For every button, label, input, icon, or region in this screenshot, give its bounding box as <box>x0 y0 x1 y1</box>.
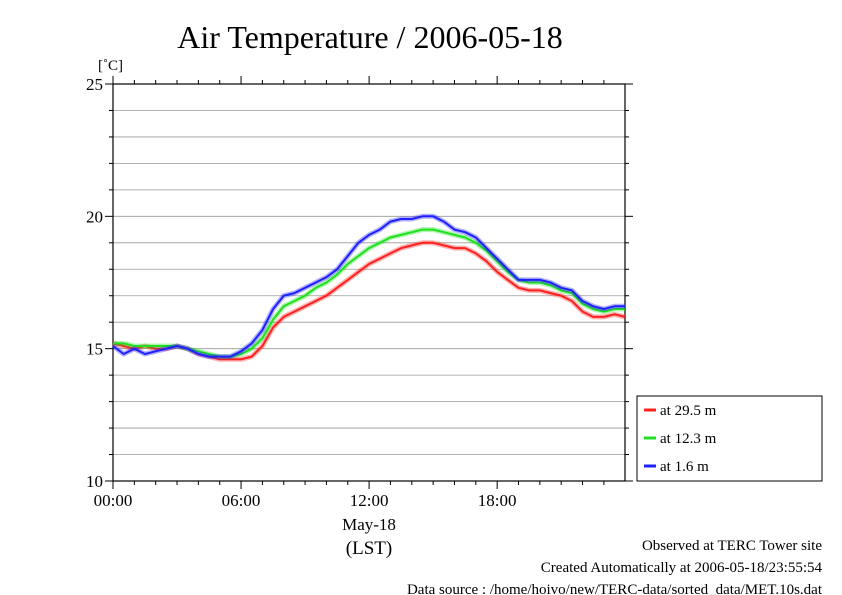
x-axis-ticks: 00:00 06:00 12:00 18:00 <box>94 76 605 510</box>
footer-source: Data source : /home/hoivo/new/TERC-data/… <box>407 582 823 595</box>
x-tick-label: 18:00 <box>478 491 517 510</box>
legend: at 29.5 m at 12.3 m at 1.6 m <box>636 395 823 482</box>
legend-label: at 1.6 m <box>660 459 709 475</box>
y-tick-label: 20 <box>86 207 103 226</box>
x-tick-label: 06:00 <box>222 491 261 510</box>
footer-created: Created Automatically at 2006-05-18/23:5… <box>541 560 823 576</box>
footer-site: Observed at TERC Tower site <box>642 538 822 554</box>
y-tick-label: 25 <box>86 75 103 94</box>
x-tick-label: 12:00 <box>350 491 389 510</box>
legend-label: at 12.3 m <box>660 431 717 447</box>
x-tick-label: 00:00 <box>94 491 133 510</box>
x-axis-date-label: May-18 <box>342 515 396 534</box>
legend-label: at 29.5 m <box>660 403 717 419</box>
series-line <box>112 241 626 361</box>
series-line <box>113 228 625 358</box>
grid-lines <box>113 110 625 455</box>
chart-title: Air Temperature / 2006-05-18 <box>177 19 563 55</box>
x-axis-timezone-label: (LST) <box>346 538 392 559</box>
y-axis-ticks: 10 15 20 25 <box>86 75 633 491</box>
y-tick-label: 10 <box>86 472 103 491</box>
series-halo <box>112 240 626 362</box>
y-tick-label: 15 <box>86 340 103 359</box>
series-line <box>112 215 625 358</box>
series-lines <box>111 213 626 362</box>
y-axis-label: [˚C] <box>98 58 123 74</box>
legend-box <box>636 395 823 482</box>
